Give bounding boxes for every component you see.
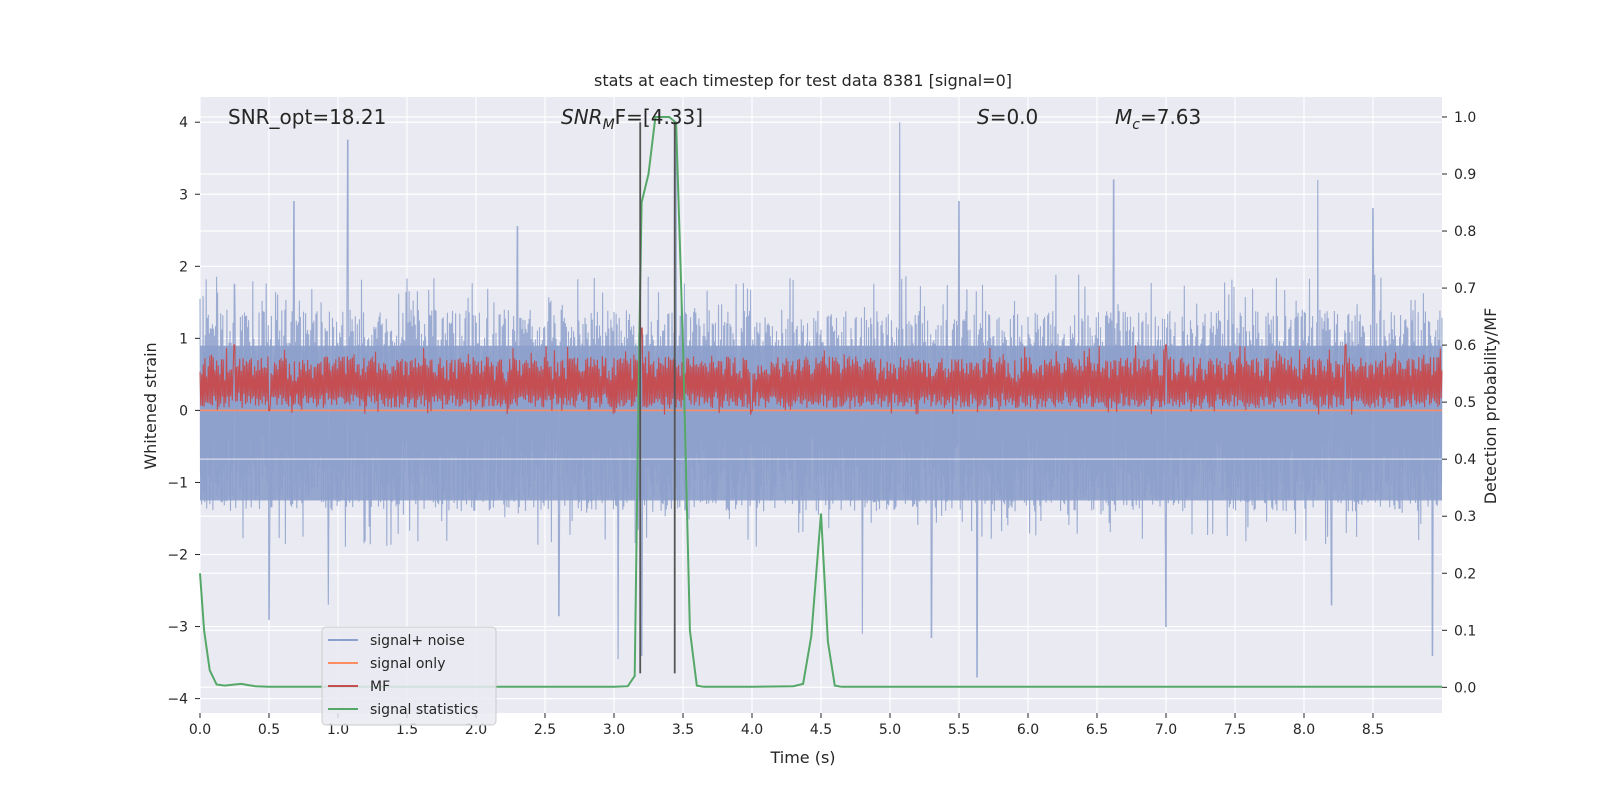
x-tick-label: 4.5: [810, 722, 832, 738]
annotation-s-rest: =0.0: [990, 105, 1039, 129]
x-tick-label: 7.5: [1224, 722, 1246, 738]
x-tick-label: 8.5: [1362, 722, 1384, 738]
axis-ticks: 0.0 0.5 1.0 1.5 2.0 2.5 3.0 3.5 4.0 4.5 5.0 5.5 6.0 6…: [167, 110, 1476, 738]
annotation-snr-mf: SNRMF=[4.33]: [561, 105, 703, 133]
chart-title: stats at each timestep for test data 838…: [594, 71, 1012, 90]
y-tick-label-right: 0.7: [1454, 281, 1476, 297]
series-signal-noise-line: [199, 122, 1443, 678]
y-tick-label-right: 0.2: [1454, 566, 1476, 582]
y-axis-label-left: Whitened strain: [141, 342, 160, 469]
legend-label-signal-only: signal only: [370, 656, 445, 672]
annotation-snr-mf-base: SNR: [561, 105, 603, 129]
y-tick-label-right: 0.4: [1454, 452, 1476, 468]
vertical-markers: [639, 122, 676, 674]
y-tick-label-left: −4: [167, 692, 188, 708]
signal-statistics-series: [199, 116, 1442, 688]
y-tick-label-right: 1.0: [1454, 110, 1476, 126]
series-mf-line: [199, 327, 1443, 415]
series-signal-statistics-line: [199, 116, 1442, 688]
legend-label-signal-noise: signal+ noise: [370, 633, 465, 649]
annotation-snr-mf-rest: F=[4.33]: [615, 105, 703, 129]
legend-label-signal-statistics: signal statistics: [370, 702, 478, 718]
x-tick-label: 0.5: [258, 722, 280, 738]
y-tick-label-right: 0.8: [1454, 224, 1476, 240]
x-tick-label: 4.0: [741, 722, 763, 738]
y-tick-label-left: −1: [167, 475, 188, 491]
mf-series: [199, 327, 1443, 415]
y-tick-label-right: 0.0: [1454, 680, 1476, 696]
y-tick-label-left: 3: [179, 187, 188, 203]
y-tick-label-left: 0: [179, 403, 188, 419]
annotation-snr-mf-sub: M: [603, 117, 615, 133]
y-tick-label-right: 0.5: [1454, 395, 1476, 411]
y-tick-label-left: 4: [179, 115, 188, 131]
annotation-mc-rest: =7.63: [1140, 105, 1201, 129]
legend-box: [321, 626, 497, 726]
x-tick-label: 7.0: [1155, 722, 1177, 738]
annotation-s: S=0.0: [977, 105, 1038, 129]
x-axis-label: Time (s): [769, 748, 835, 767]
x-tick-label: 6.5: [1086, 722, 1108, 738]
annotation-snr-opt: SNR_opt=18.21: [228, 105, 386, 129]
y-tick-label-right: 0.1: [1454, 623, 1476, 639]
annotation-s-base: S: [977, 105, 990, 129]
legend: signal+ noise signal only MF signal stat…: [321, 626, 497, 726]
x-tick-label: 6.0: [1017, 722, 1039, 738]
y-tick-label-right: 0.6: [1454, 338, 1476, 354]
x-tick-label: 1.5: [396, 722, 418, 738]
y-tick-label-right: 0.9: [1454, 167, 1476, 183]
x-tick-label: 0.0: [189, 722, 211, 738]
x-tick-label: 3.5: [672, 722, 694, 738]
x-tick-label: 2.5: [534, 722, 556, 738]
x-tick-label: 5.5: [948, 722, 970, 738]
y-tick-label-left: −2: [167, 547, 188, 563]
x-tick-label: 2.0: [465, 722, 487, 738]
annotation-mc-sub: c: [1132, 117, 1140, 133]
x-tick-label: 3.0: [603, 722, 625, 738]
x-tick-label: 1.0: [327, 722, 349, 738]
y-tick-label-left: 2: [179, 259, 188, 275]
annotation-mc: Mc=7.63: [1115, 105, 1201, 133]
y-tick-label-left: 1: [179, 331, 188, 347]
x-tick-label: 5.0: [879, 722, 901, 738]
x-tick-label: 8.0: [1293, 722, 1315, 738]
y-tick-label-left: −3: [167, 620, 188, 636]
y-tick-label-right: 0.3: [1454, 509, 1476, 525]
y-axis-label-right: Detection probability/MF: [1481, 308, 1500, 505]
legend-label-mf: MF: [370, 679, 390, 695]
annotation-mc-base: M: [1115, 105, 1132, 129]
